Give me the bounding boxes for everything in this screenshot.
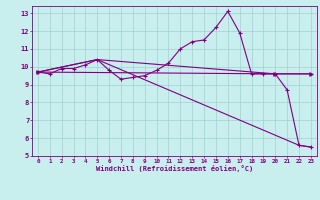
X-axis label: Windchill (Refroidissement éolien,°C): Windchill (Refroidissement éolien,°C) <box>96 165 253 172</box>
